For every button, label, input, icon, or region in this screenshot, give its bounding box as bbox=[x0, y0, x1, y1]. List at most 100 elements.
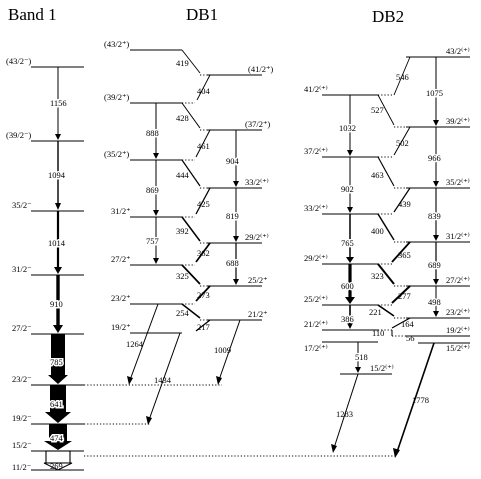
db2-out-arrow-1283 bbox=[333, 373, 359, 449]
db1-e2-energy: 869 bbox=[146, 185, 159, 195]
db2-e2-energy: 765 bbox=[341, 238, 354, 248]
db2-e2-energy: 1032 bbox=[339, 123, 356, 133]
db1-m1-energy: 419 bbox=[176, 58, 189, 68]
db2-e2-energy: 1075 bbox=[426, 88, 443, 98]
band1-spin-labels: (43/2⁻) (39/2⁻) 35/2⁻ 31/2⁻ 27/2⁻ 23/2⁻ … bbox=[6, 56, 32, 472]
band1-energy: 474 bbox=[50, 433, 64, 443]
db2-e2-arrowhead bbox=[355, 367, 361, 373]
band1-gamma-arrow bbox=[49, 424, 67, 442]
db2-m1-energy: 323 bbox=[371, 271, 384, 281]
db2-spin: 29/2⁽⁺⁾ bbox=[304, 253, 328, 263]
db2-spin: 17/2⁽⁺⁾ bbox=[304, 343, 328, 353]
db2-e2-energy: 839 bbox=[428, 211, 441, 221]
db1-m1-arrow bbox=[181, 216, 201, 242]
db1-m1-arrow bbox=[181, 159, 201, 187]
db2-spin: 41/2⁽⁺⁾ bbox=[304, 84, 328, 94]
db2-m1-energy: 502 bbox=[396, 138, 409, 148]
db2-m1-energy: 527 bbox=[371, 105, 384, 115]
band1-gamma-arrowhead bbox=[55, 134, 61, 140]
band1-energy: 1156 bbox=[50, 98, 67, 108]
db1-m1-arrow bbox=[195, 319, 211, 332]
band1-spin: 35/2⁻ bbox=[12, 200, 32, 210]
band1-gamma-arrowhead bbox=[43, 462, 73, 471]
db1-out-arrowhead bbox=[127, 376, 133, 385]
band1-gamma-arrowhead bbox=[48, 375, 68, 384]
db2-e2-arrowhead bbox=[433, 279, 439, 285]
db2-e2-arrowhead bbox=[433, 311, 439, 317]
db1-e2-arrowhead bbox=[153, 258, 159, 264]
db1-e2-arrowhead bbox=[233, 236, 239, 242]
band1-spin: 15/2⁻ bbox=[12, 440, 32, 450]
band1-energy: 269 bbox=[50, 461, 63, 471]
band1-spin: (39/2⁻) bbox=[6, 130, 31, 140]
db2-m1-energy: 164 bbox=[401, 319, 415, 329]
db2-e2-arrowhead bbox=[345, 297, 355, 304]
db1-m1-energy: 217 bbox=[197, 322, 210, 332]
db2-m1-arrow bbox=[377, 263, 395, 285]
db2-e2-arrowhead bbox=[346, 257, 354, 263]
db2-m1-arrow bbox=[393, 187, 411, 213]
db2-e2-energy: 966 bbox=[428, 153, 441, 163]
db1-out-arrow-1434 bbox=[148, 332, 181, 421]
db2-m1-energy: 463 bbox=[371, 170, 384, 180]
db1-spin: 21/2⁺ bbox=[248, 309, 268, 319]
db2-out-transitions: 1283 1778 bbox=[84, 342, 435, 458]
db1-m1-arrow bbox=[195, 187, 211, 215]
db2-out-energy: 1778 bbox=[412, 395, 429, 405]
band1-energy-labels: 1156 1094 1014 910 785 641 474 269 bbox=[47, 97, 69, 472]
band1-gamma-arrow bbox=[51, 334, 65, 376]
db2-e2-arrowhead bbox=[347, 323, 353, 329]
db2-m1-energy: 110 bbox=[372, 328, 384, 338]
db2-spin: 25/2⁽⁺⁾ bbox=[304, 294, 328, 304]
db2-out-arrowhead bbox=[331, 444, 337, 453]
band1-spin: 31/2⁻ bbox=[12, 264, 32, 274]
db2-m1-energy: 400 bbox=[371, 226, 384, 236]
db2-m1-energy: 277 bbox=[398, 291, 411, 301]
db2-e2-energy: 386 bbox=[341, 314, 354, 324]
db1-out-arrow-1264 bbox=[129, 303, 159, 381]
db2-out-energy: 1283 bbox=[336, 409, 353, 419]
db2-e2-energy: 498 bbox=[428, 297, 441, 307]
db2-m1-energy: 221 bbox=[369, 307, 382, 317]
db1-e2-energy: 757 bbox=[146, 236, 159, 246]
band1-energy: 910 bbox=[50, 299, 63, 309]
db1-spin: (41/2⁺) bbox=[248, 64, 273, 74]
db2-out-arrowhead bbox=[393, 448, 400, 458]
db2-m1-arrow bbox=[391, 285, 411, 304]
db2-e2-arrowhead bbox=[433, 235, 439, 241]
db2-m1-arrow bbox=[391, 241, 411, 263]
db2-out-arrow-1778 bbox=[396, 342, 435, 453]
db1-m1-energy: 325 bbox=[176, 271, 189, 281]
db1-e2-arrowhead bbox=[153, 210, 159, 216]
db1-m1-energy: 362 bbox=[197, 248, 210, 258]
db2-m1-arrow bbox=[377, 156, 395, 187]
db1-spin: 31/2⁺ bbox=[111, 206, 131, 216]
db2-e2-energy: 902 bbox=[341, 184, 354, 194]
db2-e2-arrowhead bbox=[347, 150, 353, 156]
db1-spin: (37/2⁺) bbox=[245, 119, 270, 129]
db1-m1-arrow bbox=[195, 285, 211, 302]
db2-e2-energy: 689 bbox=[428, 260, 441, 270]
db2-spin: 37/2⁽⁺⁾ bbox=[304, 146, 328, 156]
db1-e2-arrowhead bbox=[233, 279, 239, 285]
db1-spin: 29/2⁽⁺⁾ bbox=[245, 232, 269, 242]
db1-e2-energy: 688 bbox=[226, 258, 239, 268]
db1-out-energy: 1009 bbox=[214, 345, 231, 355]
db1-spin: (35/2⁺) bbox=[104, 149, 129, 159]
db2-spin: 35/2⁽⁺⁾ bbox=[446, 177, 470, 187]
db1-spin: 27/2⁺ bbox=[111, 254, 131, 264]
db2-e2-energy: 518 bbox=[355, 352, 368, 362]
band1-gamma-arrowhead bbox=[54, 267, 62, 274]
db1-m1-energy: 392 bbox=[176, 226, 189, 236]
band1-spin: 11/2⁻ bbox=[12, 462, 31, 472]
db2-e2-arrowhead bbox=[433, 181, 439, 187]
db2-spin: 15/2⁽⁺⁾ bbox=[370, 363, 394, 373]
db1-m1-energy: 404 bbox=[197, 86, 211, 96]
db1-e2-transitions bbox=[153, 103, 239, 285]
db1-out-arrow-1009 bbox=[218, 319, 241, 381]
db2-spin: 33/2⁽⁺⁾ bbox=[304, 203, 328, 213]
db2-e2-arrowhead bbox=[433, 120, 439, 126]
db1-spin: 25/2⁺ bbox=[248, 275, 268, 285]
db1-m1-energy: 273 bbox=[197, 290, 210, 300]
